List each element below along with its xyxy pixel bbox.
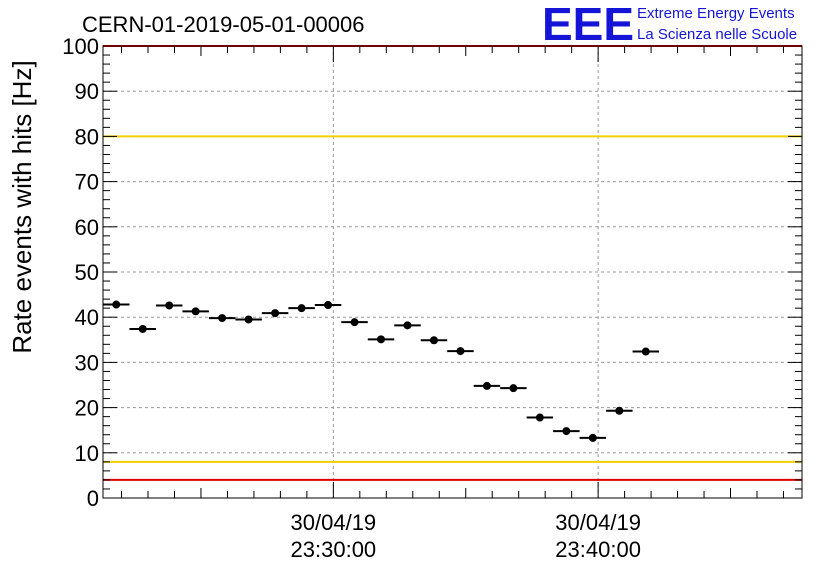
point-marker [138,324,147,333]
data-point [235,315,262,324]
y-tick-label: 90 [75,79,99,104]
data-point [632,347,660,356]
y-tick-label: 60 [75,215,99,240]
x-tick-date: 30/04/19 [291,510,377,535]
point-marker [112,300,121,309]
y-tick-label: 10 [75,441,99,466]
data-point [420,336,448,345]
data-point [288,304,315,313]
data-point [314,300,342,309]
point-marker [456,347,465,356]
point-marker [244,315,253,324]
point-marker [324,300,333,309]
data-point [182,307,209,316]
data-point [208,314,236,323]
y-tick-label: 0 [87,486,99,511]
point-marker [350,318,359,327]
logo-line-2: La Scienza nelle Scuole [637,26,797,43]
point-marker [271,309,280,318]
x-tick-date: 30/04/19 [555,510,641,535]
y-axis-title: Rate events with hits [Hz] [7,60,37,353]
x-tick-time: 23:30:00 [291,537,377,562]
point-marker [562,427,571,436]
y-tick-label: 50 [75,260,99,285]
y-tick-label: 100 [62,34,99,59]
point-marker [535,413,544,422]
y-tick-label: 80 [75,124,99,149]
data-point [394,321,421,330]
grid-lines [103,46,802,498]
eee-logo: EEE Extreme Energy Events La Scienza nel… [542,0,797,50]
data-point [367,335,395,344]
threshold-lines [103,45,802,481]
data-point [155,301,183,310]
data-point [606,406,633,415]
data-points [103,300,660,442]
axis-ticks [103,45,802,499]
data-point [103,300,130,309]
point-marker [403,321,412,330]
plot-frame [102,45,803,499]
data-point [447,347,474,356]
point-marker [482,381,491,390]
data-point [553,427,580,436]
data-point [579,433,607,442]
point-marker [615,406,624,415]
y-tick-label: 20 [75,396,99,421]
logo-line-1: Extreme Energy Events [637,5,795,22]
point-marker [588,433,597,442]
data-point [526,413,554,422]
y-tick-label: 40 [75,305,99,330]
data-point [500,384,527,393]
point-marker [191,307,200,316]
point-marker [297,304,306,313]
data-point [473,381,501,390]
y-tick-label: 70 [75,170,99,195]
data-point [129,324,156,333]
point-marker [377,335,386,344]
data-point [341,318,368,327]
point-marker [218,314,227,323]
y-tick-labels: 0 10 20 30 40 50 60 70 80 90 100 [62,34,99,511]
y-tick-label: 30 [75,350,99,375]
x-tick-time: 23:40:00 [555,537,641,562]
point-marker [641,347,650,356]
point-marker [165,301,174,310]
data-point [261,309,289,318]
point-marker [429,336,438,345]
chart-title: CERN-01-2019-05-01-00006 [82,12,365,37]
logo-mark: EEE [542,0,634,50]
point-marker [509,384,518,393]
